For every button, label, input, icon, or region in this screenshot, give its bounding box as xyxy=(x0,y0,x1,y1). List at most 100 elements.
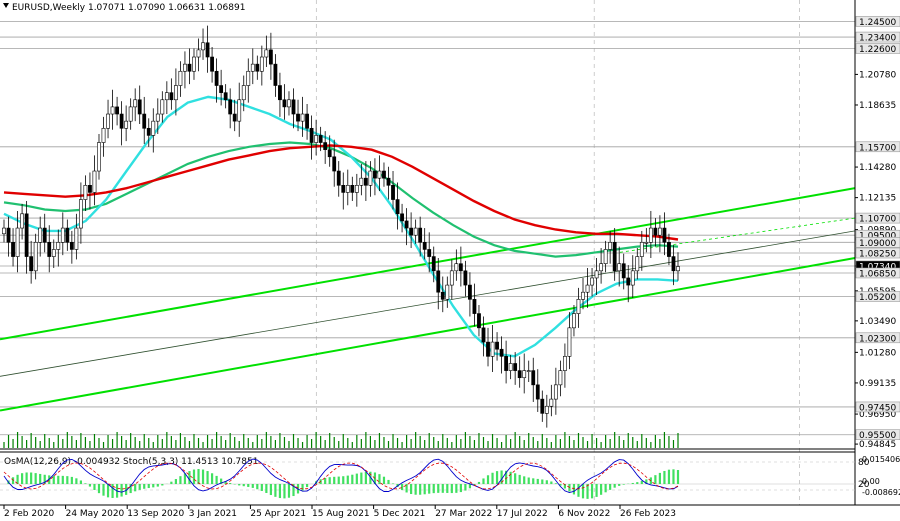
candle-body xyxy=(535,384,540,400)
candle-body xyxy=(246,70,251,86)
candle-body xyxy=(508,363,513,371)
price-tick-label: 0.94845 xyxy=(859,440,896,450)
level-label: 1.23400 xyxy=(859,34,896,44)
candle-body xyxy=(608,242,613,250)
candle-body xyxy=(264,49,269,58)
candle-body xyxy=(255,63,260,72)
level-label: 1.05200 xyxy=(859,293,896,303)
candle-body xyxy=(490,341,495,357)
candle-body xyxy=(594,270,599,279)
candle-body xyxy=(327,149,332,158)
candle-body xyxy=(572,313,576,329)
candle-body xyxy=(418,227,423,243)
candle-body xyxy=(386,177,391,186)
candle-body xyxy=(495,341,499,350)
ind-axis-osma-top: 0.0154064 xyxy=(862,455,900,464)
candle-body xyxy=(427,249,432,257)
candle-body xyxy=(232,113,237,122)
candle-body xyxy=(205,42,210,58)
candle-body xyxy=(187,63,192,72)
price-tick-label: 1.01280 xyxy=(859,348,896,358)
candle-body xyxy=(540,398,545,414)
candle-body xyxy=(567,327,572,357)
symbol-title: EURUSD,Weekly 1.07071 1.07090 1.06631 1.… xyxy=(12,3,245,13)
candle-body xyxy=(581,291,585,300)
date-label: 13 Sep 2020 xyxy=(127,509,184,519)
candle-body xyxy=(413,227,418,236)
candle-body xyxy=(481,327,486,343)
level-label: 1.09500 xyxy=(859,232,896,242)
date-label: 25 Apr 2021 xyxy=(250,509,306,519)
candle-body xyxy=(486,341,490,357)
candle-body xyxy=(658,227,662,236)
candle-body xyxy=(373,170,377,179)
candle-body xyxy=(74,227,79,250)
candle-body xyxy=(621,263,626,279)
candle-body xyxy=(553,384,558,400)
date-label: 5 Dec 2021 xyxy=(374,509,426,519)
price-axis: 1.207801.186351.142801.121351.098901.073… xyxy=(855,16,900,450)
candle-body xyxy=(309,127,314,143)
candle-body xyxy=(83,185,88,200)
triangle-down-icon xyxy=(3,3,9,8)
candle-body xyxy=(671,256,676,272)
level-label: 1.09000 xyxy=(859,239,896,249)
candle-body xyxy=(6,227,11,243)
candle-body xyxy=(124,120,129,129)
price-tick-label: 0.96950 xyxy=(859,410,896,420)
candle-body xyxy=(119,113,124,129)
candle-body xyxy=(639,242,644,257)
candle-body xyxy=(106,113,110,129)
level-label-box xyxy=(855,247,900,259)
ma-red-line xyxy=(3,144,679,241)
candle-body xyxy=(590,277,594,286)
candle-body xyxy=(336,170,341,186)
level-label-box xyxy=(855,141,900,153)
candle-body xyxy=(544,405,549,414)
price-tick-label: 0.99135 xyxy=(859,379,896,389)
date-label: 27 Mar 2022 xyxy=(435,509,492,519)
candle-body xyxy=(51,249,56,257)
level-label: 1.15700 xyxy=(859,143,896,153)
candle-body xyxy=(201,42,205,51)
level-lines xyxy=(0,20,855,436)
price-tick-label: 1.12135 xyxy=(859,194,896,204)
candle-body xyxy=(558,370,563,386)
stoch-main-line xyxy=(3,458,679,493)
candle-body xyxy=(33,242,38,272)
level-label: 0.95500 xyxy=(859,431,896,441)
candle-body xyxy=(29,256,34,272)
candle-body xyxy=(128,106,133,122)
candle-body xyxy=(382,170,386,179)
candle-body xyxy=(630,270,635,286)
candle-body xyxy=(458,263,463,272)
level-label-box xyxy=(855,429,900,440)
level-label-box xyxy=(855,16,900,27)
candle-body xyxy=(436,270,441,293)
ind-axis-20: 20 xyxy=(858,480,870,490)
candle-body xyxy=(56,242,61,250)
candle-body xyxy=(377,170,382,179)
candle-body xyxy=(214,70,219,86)
candle-body xyxy=(42,227,47,243)
candle-body xyxy=(160,99,165,115)
ind-axis-80: 80 xyxy=(858,458,870,468)
candle-body xyxy=(363,177,368,186)
candle-body xyxy=(472,299,477,314)
date-axis: 2 Feb 2020 24 May 2020 13 Sep 2020 3 Jan 20… xyxy=(3,505,676,519)
candle-body xyxy=(314,135,319,143)
candle-body xyxy=(241,85,246,101)
candle-body xyxy=(173,85,178,101)
candle-body xyxy=(422,242,427,250)
candle-body xyxy=(305,113,309,129)
candle-body xyxy=(169,92,174,101)
candle-body xyxy=(522,370,527,379)
candle-body xyxy=(404,220,409,229)
candle-body xyxy=(513,363,518,371)
candle-body xyxy=(2,227,6,235)
level-label: 1.24500 xyxy=(859,18,896,28)
candle-body xyxy=(368,170,373,186)
price-tick-label: 1.03490 xyxy=(859,317,896,327)
candle-body xyxy=(24,213,29,257)
